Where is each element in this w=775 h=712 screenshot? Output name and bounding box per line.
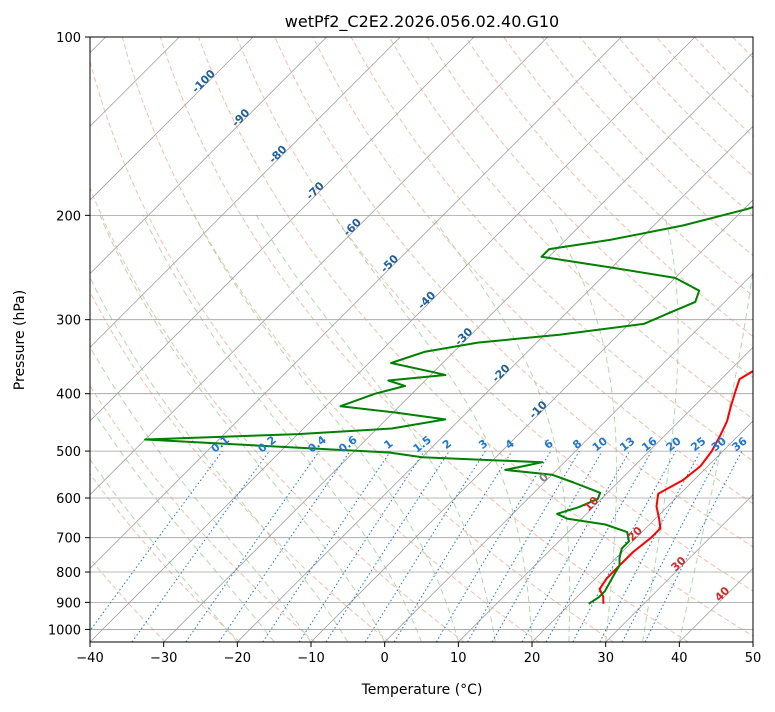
- y-tick-label: 600: [56, 492, 81, 507]
- chart-title: wetPf2_C2E2.2026.056.02.40.G10: [285, 12, 559, 32]
- x-tick-label: −40: [76, 651, 103, 666]
- x-tick-label: 40: [671, 651, 688, 666]
- y-tick-label: 800: [56, 566, 81, 581]
- x-tick-label: 10: [450, 651, 467, 666]
- y-tick-label: 100: [56, 31, 81, 46]
- x-tick-label: 20: [524, 651, 541, 666]
- y-tick-label: 1000: [48, 623, 81, 638]
- x-tick-label: 0: [381, 651, 389, 666]
- y-tick-label: 300: [56, 314, 81, 329]
- y-tick-label: 500: [56, 445, 81, 460]
- x-tick-label: −30: [150, 651, 177, 666]
- x-tick-label: 50: [745, 651, 762, 666]
- y-tick-label: 700: [56, 532, 81, 547]
- y-tick-label: 400: [56, 388, 81, 403]
- x-tick-label: −20: [224, 651, 251, 666]
- y-tick-label: 900: [56, 596, 81, 611]
- x-tick-label: 30: [597, 651, 614, 666]
- y-axis-label: Pressure (hPa): [12, 290, 28, 390]
- x-axis-label: Temperature (°C): [361, 682, 483, 698]
- x-tick-label: −10: [297, 651, 324, 666]
- y-tick-label: 200: [56, 209, 81, 224]
